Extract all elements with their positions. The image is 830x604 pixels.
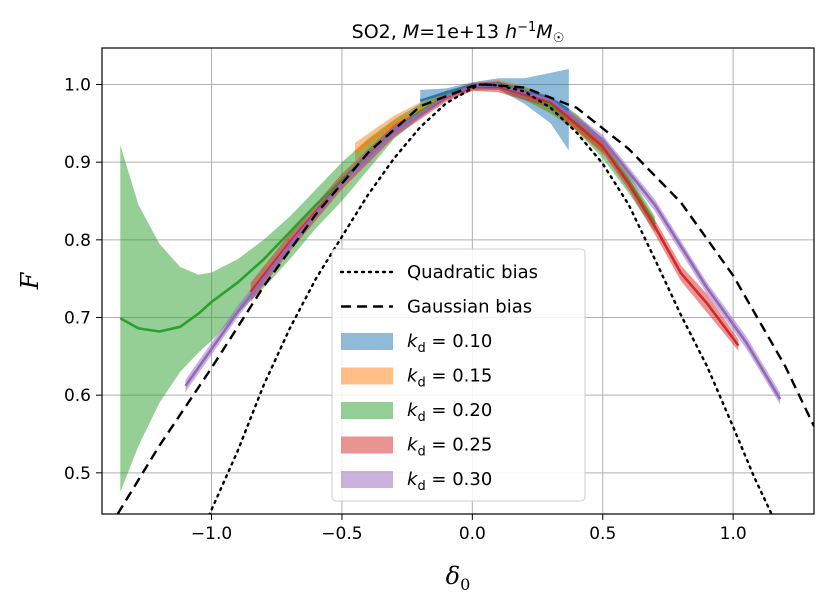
- legend-swatch: [341, 367, 393, 385]
- x-tick-label: −0.5: [321, 524, 362, 544]
- legend-label: kd = 0.30: [407, 469, 492, 494]
- y-axis-label: F: [16, 271, 44, 290]
- band-kd-2: [120, 81, 655, 493]
- legend: Quadratic bias Gaussian bias kd = 0.10 kd =…: [331, 248, 586, 502]
- legend-swatch: [341, 436, 393, 454]
- y-tick-label: 0.8: [64, 231, 91, 251]
- legend-label: kd = 0.15: [407, 366, 492, 391]
- legend-label: kd = 0.20: [407, 400, 492, 425]
- x-axis-ticks: −1.0 −0.5 0.0 0.5 1.0: [191, 514, 747, 544]
- chart-title: SO2, M=1e+13 h−1M☉: [352, 20, 565, 46]
- y-axis-ticks: 0.5 0.6 0.7 0.8 0.9 1.0: [64, 76, 102, 484]
- x-tick-label: 1.0: [720, 524, 747, 544]
- y-tick-label: 0.5: [64, 464, 91, 484]
- x-tick-label: 0.0: [459, 524, 486, 544]
- legend-label: kd = 0.25: [407, 435, 492, 460]
- legend-frame: [331, 248, 586, 502]
- legend-swatch: [341, 402, 393, 419]
- legend-swatch: [341, 333, 393, 350]
- x-tick-label: −1.0: [191, 524, 232, 544]
- series-lines: [116, 82, 814, 514]
- legend-swatch: [341, 471, 393, 488]
- legend-label: Quadratic bias: [407, 262, 538, 283]
- y-tick-label: 0.6: [64, 386, 91, 406]
- legend-label: Gaussian bias: [407, 297, 532, 318]
- x-tick-label: 0.5: [589, 524, 616, 544]
- y-tick-label: 1.0: [64, 76, 91, 96]
- y-tick-label: 0.9: [64, 153, 91, 173]
- plot-frame: [101, 47, 815, 515]
- y-tick-label: 0.7: [64, 309, 91, 329]
- legend-label: kd = 0.10: [407, 331, 492, 356]
- x-axis-label: δ0: [446, 562, 471, 594]
